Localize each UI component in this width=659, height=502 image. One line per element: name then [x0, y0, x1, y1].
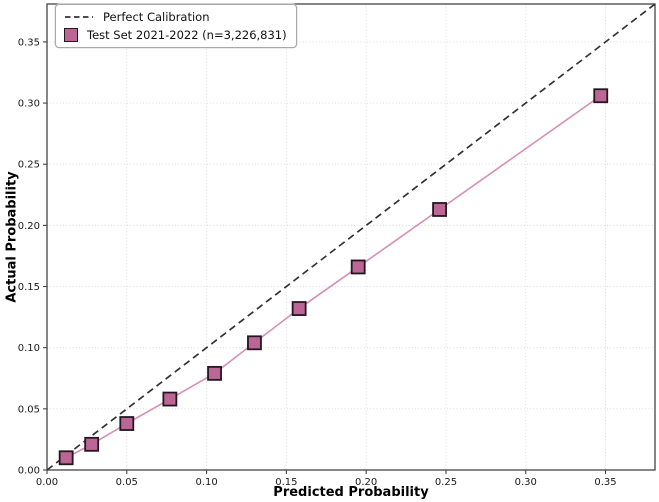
svg-text:0.00: 0.00 [36, 477, 58, 488]
legend: Perfect Calibration Test Set 2021-2022 (… [55, 4, 297, 48]
legend-item-test-set: Test Set 2021-2022 (n=3,226,831) [64, 28, 287, 42]
square-marker-swatch [64, 28, 78, 42]
svg-text:0.20: 0.20 [18, 221, 40, 232]
legend-label-perfect-calibration: Perfect Calibration [103, 10, 210, 24]
svg-text:0.00: 0.00 [18, 466, 40, 477]
svg-text:0.15: 0.15 [275, 477, 297, 488]
svg-text:0.15: 0.15 [18, 282, 40, 293]
svg-text:0.25: 0.25 [18, 160, 40, 171]
svg-text:0.10: 0.10 [195, 477, 217, 488]
svg-text:0.05: 0.05 [116, 477, 138, 488]
svg-text:0.05: 0.05 [18, 404, 40, 415]
y-axis-label: Actual Probability [4, 171, 20, 303]
svg-text:0.30: 0.30 [18, 99, 40, 110]
svg-text:0.10: 0.10 [18, 343, 40, 354]
svg-text:0.25: 0.25 [435, 477, 457, 488]
dashed-line-swatch [65, 16, 93, 18]
legend-item-perfect-calibration: Perfect Calibration [64, 10, 287, 24]
svg-text:0.35: 0.35 [18, 37, 40, 48]
legend-label-test-set: Test Set 2021-2022 (n=3,226,831) [87, 28, 287, 42]
svg-text:0.20: 0.20 [355, 477, 377, 488]
svg-text:0.35: 0.35 [594, 477, 616, 488]
x-axis-label: Predicted Probability [273, 485, 429, 500]
svg-text:0.30: 0.30 [515, 477, 537, 488]
